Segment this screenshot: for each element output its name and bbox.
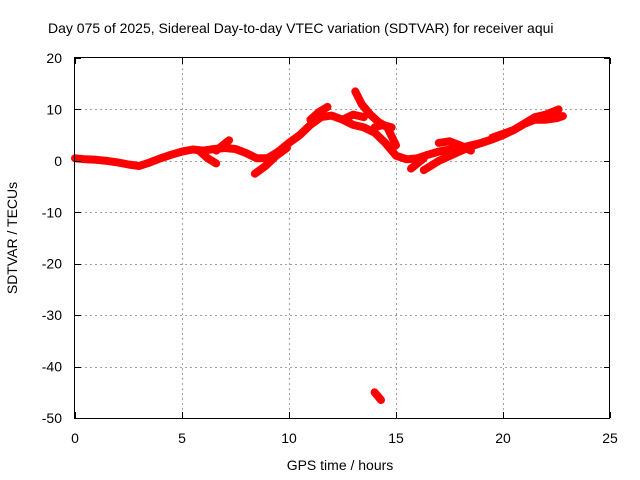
chart-title: Day 075 of 2025, Sidereal Day-to-day VTE… <box>48 20 554 36</box>
series-line-segment-9 <box>434 137 475 155</box>
y-axis-label: SDTVAR / TECUs <box>4 182 20 294</box>
y-tick-label: -10 <box>42 204 62 220</box>
series-line-segment-8 <box>419 137 490 175</box>
series-line-segment-4 <box>338 110 368 124</box>
series-line-segment-10 <box>488 105 563 142</box>
y-tick-label: 0 <box>54 153 62 169</box>
series-line-segment-1 <box>212 136 234 155</box>
series-line-segment-7 <box>407 154 428 173</box>
series-line-segment-6 <box>370 120 396 132</box>
series-line-segment-0 <box>195 146 221 168</box>
y-tick-label: 10 <box>46 101 62 117</box>
grid-lines <box>75 58 610 418</box>
x-tick-label: 15 <box>388 430 404 446</box>
x-tick-label: 25 <box>602 430 618 446</box>
y-tick-label: -20 <box>42 256 62 272</box>
x-tick-label: 10 <box>281 430 297 446</box>
y-tick-label: -50 <box>42 410 62 426</box>
y-tick-label: 20 <box>46 50 62 66</box>
x-axis-label: GPS time / hours <box>287 457 394 473</box>
x-tick-label: 5 <box>178 430 186 446</box>
x-tick-label: 20 <box>495 430 511 446</box>
y-tick-labels: 20 10 0 -10 -20 -30 -40 -50 <box>42 50 62 426</box>
y-tick-label: -40 <box>42 359 62 375</box>
series-line-segment-3 <box>306 102 332 124</box>
series-line-segment-2 <box>250 144 291 178</box>
series-group <box>71 87 567 404</box>
plot-frame <box>74 57 610 419</box>
x-tick-labels: 0 5 10 15 20 25 <box>71 430 618 446</box>
series-line-segment-11 <box>370 388 385 404</box>
x-tick-label: 0 <box>71 430 79 446</box>
y-tick-label: -30 <box>42 307 62 323</box>
axis-ticks <box>75 58 611 419</box>
